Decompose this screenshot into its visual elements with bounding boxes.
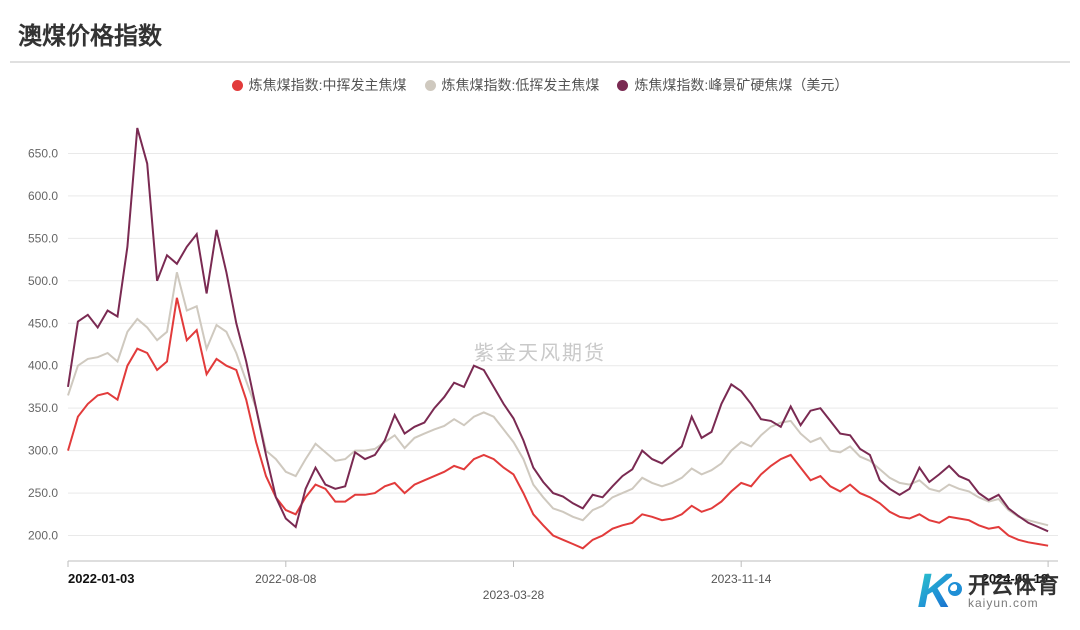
chart-title: 澳煤价格指数: [10, 12, 1070, 63]
legend-marker-icon: [617, 80, 628, 91]
svg-text:450.0: 450.0: [28, 316, 58, 330]
legend-label: 炼焦煤指数:低挥发主焦煤: [442, 75, 600, 95]
series-low-vol[interactable]: [68, 272, 1048, 525]
svg-text:300.0: 300.0: [28, 444, 58, 458]
legend-label: 炼焦煤指数:中挥发主焦煤: [249, 75, 407, 95]
svg-text:2023-03-28: 2023-03-28: [483, 588, 545, 602]
svg-text:400.0: 400.0: [28, 359, 58, 373]
svg-text:350.0: 350.0: [28, 401, 58, 415]
svg-text:600.0: 600.0: [28, 189, 58, 203]
svg-text:550.0: 550.0: [28, 231, 58, 245]
svg-text:200.0: 200.0: [28, 529, 58, 543]
y-axis: 200.0 250.0 300.0 350.0 400.0 450.0 500.0 550.0…: [28, 146, 58, 542]
legend-item-2[interactable]: 炼焦煤指数:低挥发主焦煤: [425, 75, 600, 95]
chart-svg: 200.0 250.0 300.0 350.0 400.0 450.0 500.0 550.0…: [10, 101, 1070, 621]
svg-text:2022-01-03: 2022-01-03: [68, 571, 135, 586]
chart-plot-area: 200.0 250.0 300.0 350.0 400.0 450.0 500.0 550.0…: [10, 101, 1070, 621]
chart-container: 澳煤价格指数 炼焦煤指数:中挥发主焦煤 炼焦煤指数:低挥发主焦煤 炼焦煤指数:峰…: [0, 0, 1080, 630]
legend-item-3[interactable]: 炼焦煤指数:峰景矿硬焦煤（美元）: [617, 75, 848, 95]
svg-text:500.0: 500.0: [28, 274, 58, 288]
legend-label: 炼焦煤指数:峰景矿硬焦煤（美元）: [634, 75, 848, 95]
svg-text:2022-08-08: 2022-08-08: [255, 572, 317, 586]
svg-text:2024-09-19: 2024-09-19: [982, 571, 1049, 586]
svg-text:250.0: 250.0: [28, 486, 58, 500]
svg-text:650.0: 650.0: [28, 146, 58, 160]
legend-marker-icon: [425, 80, 436, 91]
chart-legend: 炼焦煤指数:中挥发主焦煤 炼焦煤指数:低挥发主焦煤 炼焦煤指数:峰景矿硬焦煤（美…: [10, 63, 1070, 101]
legend-item-1[interactable]: 炼焦煤指数:中挥发主焦煤: [232, 75, 407, 95]
series-group: [68, 128, 1048, 548]
legend-marker-icon: [232, 80, 243, 91]
svg-text:2023-11-14: 2023-11-14: [711, 572, 772, 586]
gridlines: [68, 153, 1058, 535]
x-axis: 2022-01-03 2022-08-08 2023-03-28 2023-11-14…: [68, 561, 1048, 602]
